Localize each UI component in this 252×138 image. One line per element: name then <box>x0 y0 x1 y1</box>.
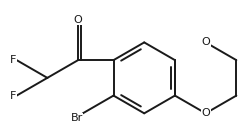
Text: O: O <box>73 15 82 25</box>
Text: Br: Br <box>70 113 82 123</box>
Text: F: F <box>10 91 17 101</box>
Text: F: F <box>10 55 17 65</box>
Text: O: O <box>201 108 209 118</box>
Text: O: O <box>201 37 209 47</box>
